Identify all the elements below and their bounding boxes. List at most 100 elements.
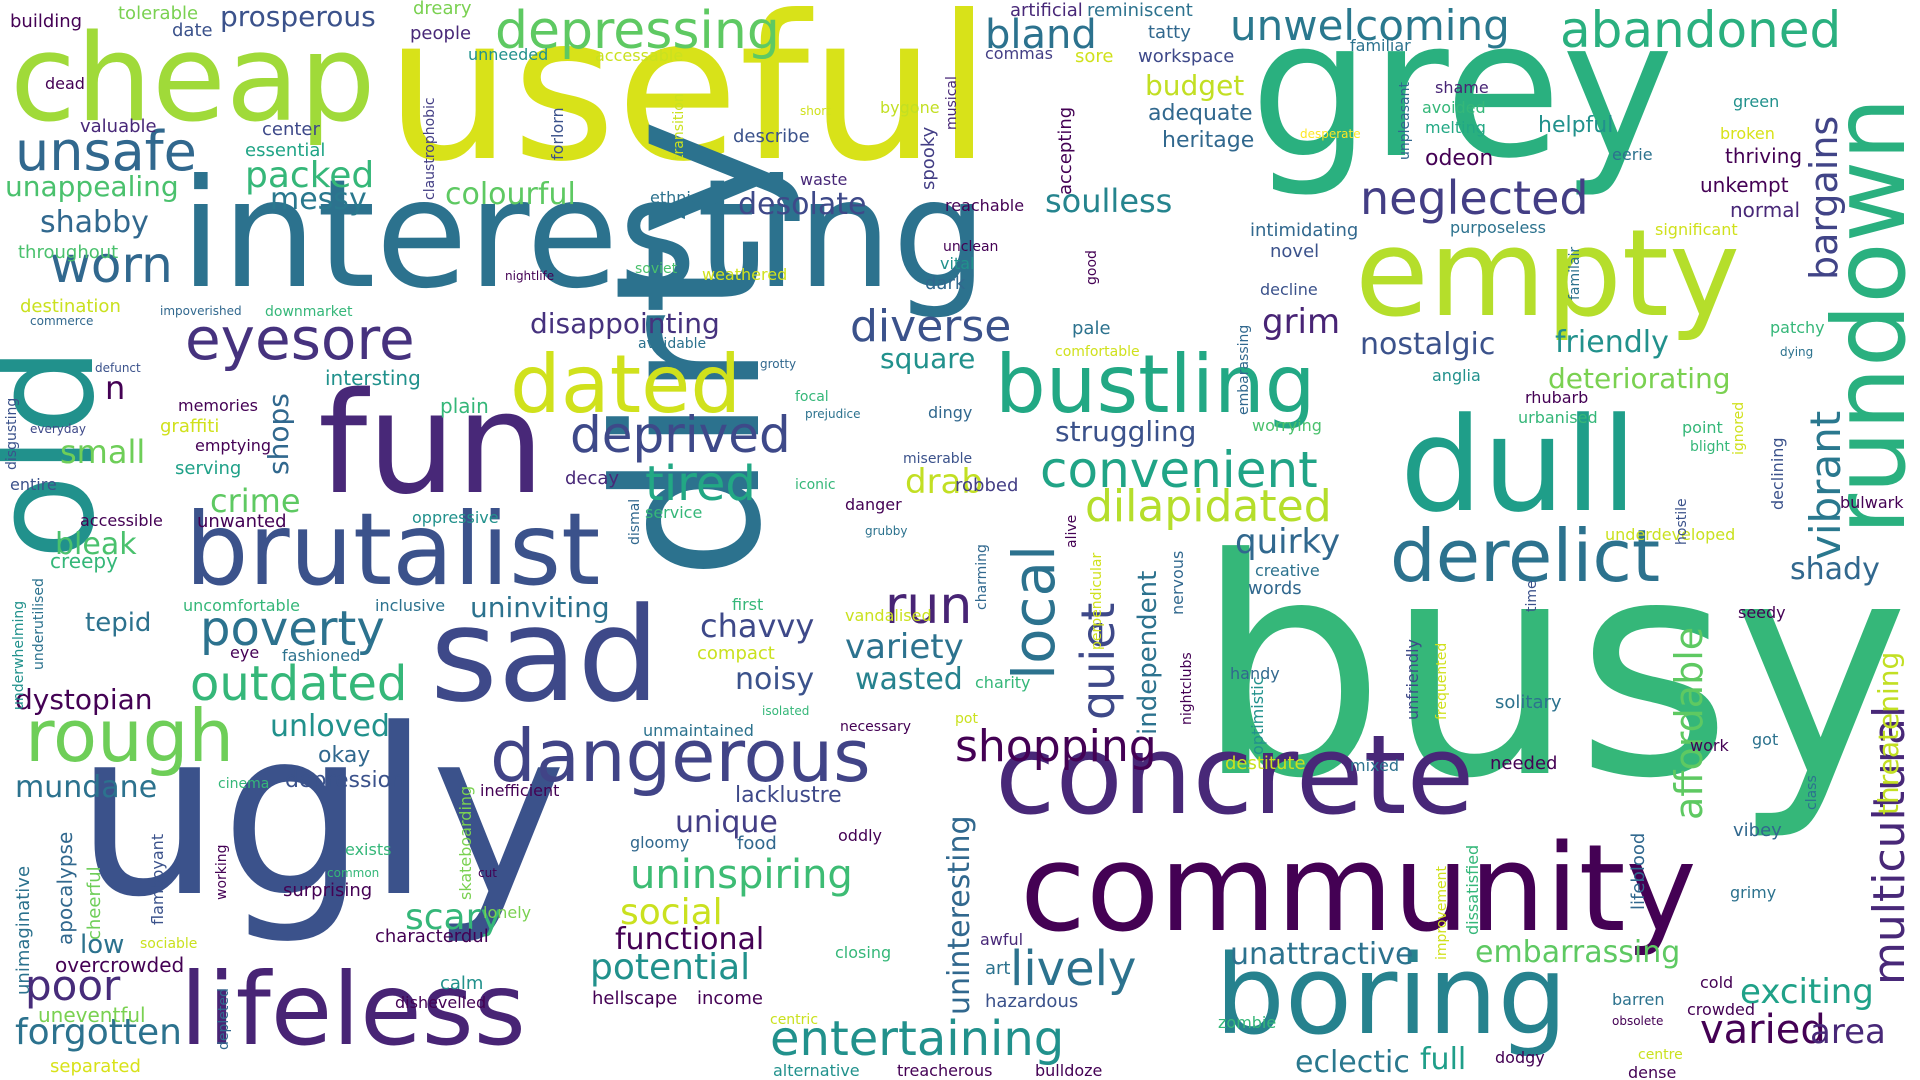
word-brutalist: brutalist: [185, 491, 601, 608]
word-n: n: [105, 369, 126, 407]
word-abandoned: abandoned: [1560, 1, 1842, 59]
word-downmarket: downmarket: [265, 304, 353, 320]
word-depression: depression: [285, 768, 406, 793]
word-dangerous: dangerous: [490, 714, 871, 798]
word-closing: closing: [835, 943, 892, 962]
word-dissatisfied: dissatisfied: [1463, 844, 1482, 935]
word-decay: decay: [565, 468, 620, 489]
word-handy: handy: [1230, 664, 1280, 683]
word-uncomfortable: uncomfortable: [183, 596, 300, 615]
word-shops: shops: [262, 393, 295, 475]
word-necessary: necessary: [840, 719, 912, 735]
word-dingy: dingy: [928, 403, 973, 422]
word-valuable: valuable: [80, 116, 157, 137]
word-desolate: desolate: [738, 187, 867, 222]
word-unappealing: unappealing: [5, 170, 179, 203]
word-treacherous: treacherous: [897, 1061, 993, 1080]
word-scary: scary: [405, 897, 502, 938]
word-unique: unique: [675, 805, 778, 840]
word-commerce: commerce: [30, 314, 94, 328]
word-significant: significant: [1655, 220, 1738, 239]
word-novel: novel: [1270, 241, 1320, 262]
word-grim: grim: [1262, 302, 1341, 342]
word-shady: shady: [1790, 552, 1880, 587]
word-impoverished: impoverished: [160, 304, 242, 318]
word-bland: bland: [985, 12, 1097, 58]
word-blight: blight: [1690, 439, 1730, 455]
word-time: time: [1524, 580, 1540, 612]
word-potential: potential: [590, 947, 751, 988]
word-unneeded: unneeded: [468, 45, 549, 64]
word-calm: calm: [440, 973, 484, 994]
word-plain: plain: [440, 394, 489, 418]
word-embarassing: embarassing: [1236, 324, 1252, 415]
word-forlorn: forlorn: [548, 107, 567, 160]
word-green: green: [1733, 92, 1780, 111]
word-uninviting: uninviting: [470, 591, 610, 624]
word-depleted: depleted: [216, 988, 232, 1050]
word-shame: shame: [1435, 78, 1489, 97]
word-fun: fun: [318, 363, 545, 526]
word-drab: drab: [905, 462, 983, 502]
word-unwelcoming: unwelcoming: [1230, 1, 1510, 50]
word-exciting: exciting: [1740, 972, 1874, 1012]
word-vibrant: vibrant: [1801, 410, 1850, 560]
word-dense: dense: [1628, 1063, 1677, 1080]
word-cheap: cheap: [10, 10, 376, 149]
word-underdeveloped: underdeveloped: [1605, 525, 1736, 544]
word-spooky: spooky: [918, 126, 939, 190]
word-miserable: miserable: [903, 451, 973, 467]
word-awful: awful: [980, 930, 1024, 949]
word-grotty: grotty: [760, 357, 797, 371]
word-good: good: [1084, 250, 1100, 285]
word-gloomy: gloomy: [630, 833, 690, 852]
word-deteriorating: deteriorating: [1548, 362, 1731, 395]
word-nostalgic: nostalgic: [1360, 327, 1496, 362]
word-exists: exists: [345, 840, 392, 859]
word-struggling: struggling: [1055, 415, 1197, 448]
word-defunct: defunct: [95, 361, 141, 375]
word-bygone: bygone: [880, 98, 940, 117]
word-interesting: interesting: [180, 148, 988, 322]
word-busy: busy: [1195, 495, 1910, 844]
word-local: local: [1000, 544, 1068, 680]
word-barren: barren: [1612, 990, 1665, 1009]
word-poor: poor: [25, 961, 121, 1010]
word-dark: dark: [925, 273, 966, 294]
word-dismal: dismal: [627, 498, 643, 545]
word-rhubarb: rhubarb: [1525, 388, 1589, 407]
word-low: low: [80, 930, 125, 960]
word-unmaintained: unmaintained: [643, 721, 754, 740]
word-overcrowded: overcrowded: [55, 953, 185, 977]
word-run: run: [885, 576, 973, 636]
word-mundane: mundane: [15, 770, 158, 805]
word-emptying: emptying: [195, 436, 272, 455]
word-graffiti: graffiti: [160, 416, 220, 437]
word-colourful: colourful: [445, 177, 576, 212]
word-point: point: [1682, 418, 1723, 437]
word-helpful: helpful: [1538, 113, 1614, 138]
word-tatty: tatty: [1148, 22, 1191, 43]
word-vibey: vibey: [1733, 820, 1782, 841]
word-obsolete: obsolete: [1612, 1014, 1664, 1028]
word-perpendicular: perpendicular: [1089, 552, 1105, 650]
word-fashioned: fashioned: [282, 646, 361, 665]
word-got: got: [1752, 730, 1779, 749]
word-ugly: ugly: [75, 681, 567, 948]
word-frequented: frequented: [1434, 642, 1450, 720]
word-hazardous: hazardous: [985, 991, 1079, 1012]
word-musical: musical: [944, 76, 960, 130]
word-embarrassing: embarrassing: [1475, 935, 1681, 970]
word-improvement: improvement: [1434, 866, 1450, 960]
word-charming: charming: [974, 544, 990, 610]
word-people: people: [410, 23, 472, 44]
word-shabby: shabby: [40, 205, 149, 240]
word-worn: worn: [50, 236, 173, 294]
word-chavvy: chavvy: [700, 607, 815, 645]
word-oppressive: oppressive: [412, 508, 499, 527]
word-ethnic: ethnic: [650, 188, 700, 207]
word-center: center: [262, 119, 320, 140]
word-tired: tired: [645, 456, 756, 512]
word-workspace: workspace: [1138, 46, 1235, 67]
word-words: words: [1248, 578, 1302, 599]
